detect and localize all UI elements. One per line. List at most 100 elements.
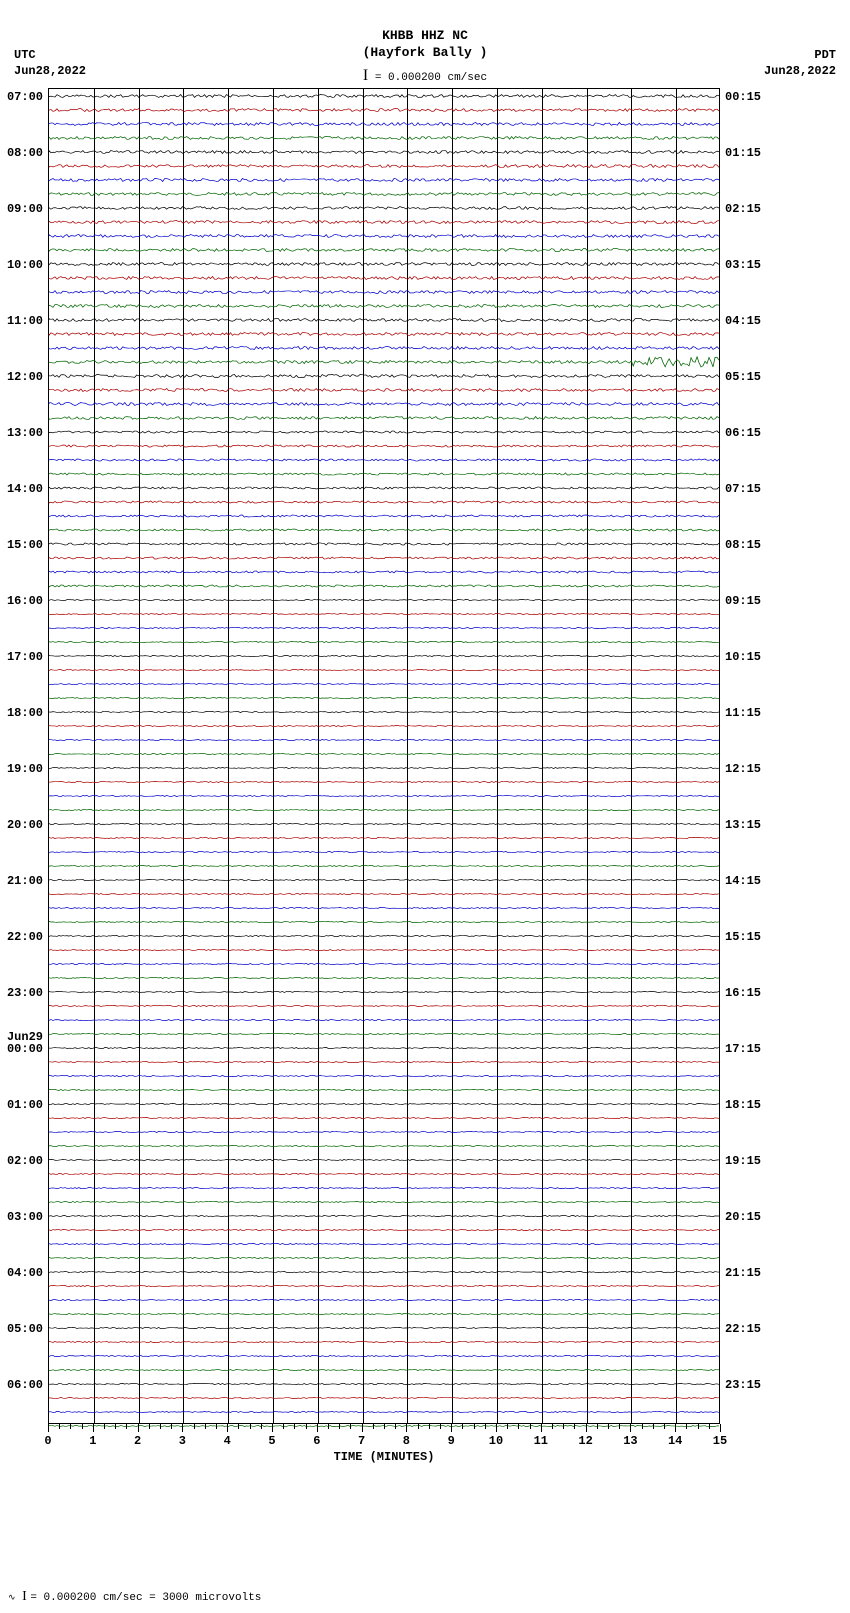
xaxis-minor-tick	[642, 1424, 643, 1429]
trace-row	[49, 96, 719, 97]
trace-row	[49, 1188, 719, 1189]
trace-row	[49, 1132, 719, 1133]
xaxis-minor-tick	[194, 1424, 195, 1429]
trace-row	[49, 208, 719, 209]
trace-row	[49, 152, 719, 153]
xaxis-minor-tick	[238, 1424, 239, 1429]
xaxis-minor-tick	[507, 1424, 508, 1429]
trace-row	[49, 502, 719, 503]
trace-row	[49, 306, 719, 307]
trace-row	[49, 320, 719, 321]
right-timezone-block: PDT Jun28,2022	[764, 48, 836, 79]
xaxis-minor-tick	[59, 1424, 60, 1429]
trace-row	[49, 124, 719, 125]
trace-row	[49, 1328, 719, 1329]
xaxis-tick-label: 1	[89, 1434, 96, 1448]
utc-hour-label: 19:00	[0, 762, 43, 776]
chart-header: KHBB HHZ NC (Hayfork Bally ) I = 0.00020…	[0, 0, 850, 87]
trace-row	[49, 670, 719, 671]
pdt-hour-label: 08:15	[725, 538, 845, 552]
trace-row	[49, 866, 719, 867]
xaxis-title: TIME (MINUTES)	[334, 1450, 435, 1464]
seismogram-plot: 07:0008:0009:0010:0011:0012:0013:0014:00…	[48, 88, 720, 1424]
xaxis-minor-tick	[373, 1424, 374, 1429]
pdt-hour-label: 23:15	[725, 1378, 845, 1392]
trace-row	[49, 964, 719, 965]
trace-row	[49, 1370, 719, 1371]
xaxis-minor-tick	[171, 1424, 172, 1429]
xaxis-minor-tick	[339, 1424, 340, 1429]
utc-hour-label: 18:00	[0, 706, 43, 720]
utc-hour-label: 20:00	[0, 818, 43, 832]
trace-row	[49, 530, 719, 531]
trace-row	[49, 894, 719, 895]
trace-row	[49, 1342, 719, 1343]
trace-row	[49, 726, 719, 727]
pdt-hour-label: 01:15	[725, 146, 845, 160]
trace-row	[49, 474, 719, 475]
trace-row	[49, 1160, 719, 1161]
xaxis-tick-label: 6	[313, 1434, 320, 1448]
trace-row	[49, 1174, 719, 1175]
pdt-hour-label: 02:15	[725, 202, 845, 216]
trace-row	[49, 1090, 719, 1091]
xaxis-minor-tick	[563, 1424, 564, 1429]
tz-left-label: UTC	[14, 48, 86, 64]
utc-hour-label: 23:00	[0, 986, 43, 1000]
trace-row	[49, 1076, 719, 1077]
trace-row	[49, 880, 719, 881]
xaxis-minor-tick	[250, 1424, 251, 1429]
utc-hour-label: 10:00	[0, 258, 43, 272]
pdt-hour-label: 15:15	[725, 930, 845, 944]
trace-row	[49, 824, 719, 825]
xaxis-major-tick	[182, 1424, 183, 1432]
trace-row	[49, 1314, 719, 1315]
xaxis-minor-tick	[485, 1424, 486, 1429]
xaxis-major-tick	[272, 1424, 273, 1432]
xaxis-tick-label: 2	[134, 1434, 141, 1448]
xaxis-minor-tick	[440, 1424, 441, 1429]
pdt-hour-label: 06:15	[725, 426, 845, 440]
utc-hour-label: 06:00	[0, 1378, 43, 1392]
xaxis-minor-tick	[709, 1424, 710, 1429]
xaxis-tick-label: 10	[489, 1434, 503, 1448]
xaxis-minor-tick	[474, 1424, 475, 1429]
trace-row	[49, 180, 719, 181]
utc-hour-label: 02:00	[0, 1154, 43, 1168]
utc-hour-label: 17:00	[0, 650, 43, 664]
xaxis-major-tick	[406, 1424, 407, 1432]
xaxis-minor-tick	[530, 1424, 531, 1429]
xaxis-minor-tick	[294, 1424, 295, 1429]
trace-row	[49, 642, 719, 643]
trace-row	[49, 1356, 719, 1357]
xaxis-minor-tick	[395, 1424, 396, 1429]
pdt-hour-label: 20:15	[725, 1210, 845, 1224]
trace-row	[49, 572, 719, 573]
trace-row	[49, 1258, 719, 1259]
xaxis-minor-tick	[698, 1424, 699, 1429]
xaxis-major-tick	[541, 1424, 542, 1432]
trace-row	[49, 446, 719, 447]
utc-hour-label: 22:00	[0, 930, 43, 944]
trace-row	[49, 698, 719, 699]
xaxis-minor-tick	[552, 1424, 553, 1429]
utc-hour-label: 15:00	[0, 538, 43, 552]
trace-row	[49, 1272, 719, 1273]
trace-row	[49, 348, 719, 349]
trace-row	[49, 516, 719, 517]
trace-row	[49, 586, 719, 587]
xaxis-minor-tick	[608, 1424, 609, 1429]
trace-row	[49, 236, 719, 237]
xaxis-tick-label: 4	[224, 1434, 231, 1448]
pdt-hour-label: 18:15	[725, 1098, 845, 1112]
pdt-hour-label: 21:15	[725, 1266, 845, 1280]
xaxis-tick-label: 9	[448, 1434, 455, 1448]
xaxis-minor-tick	[574, 1424, 575, 1429]
trace-row	[49, 1244, 719, 1245]
xaxis-minor-tick	[597, 1424, 598, 1429]
xaxis-major-tick	[138, 1424, 139, 1432]
xaxis-minor-tick	[418, 1424, 419, 1429]
trace-row	[49, 292, 719, 293]
footer-scale: ∿ I = 0.000200 cm/sec = 3000 microvolts	[8, 1589, 261, 1605]
trace-row	[49, 1118, 719, 1119]
